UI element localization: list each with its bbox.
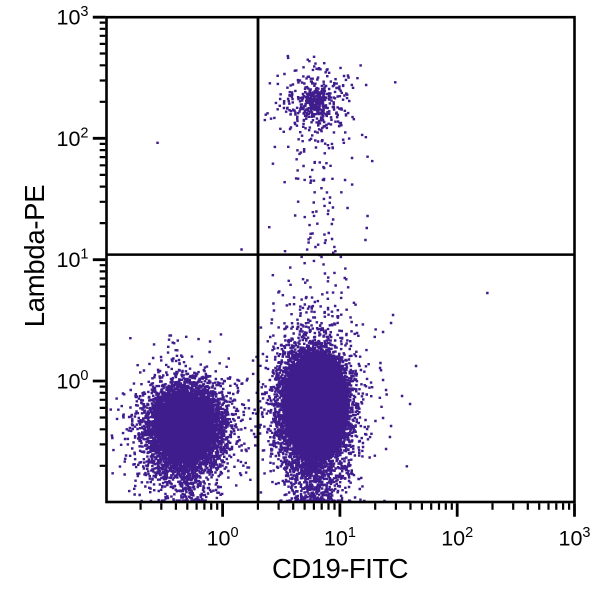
svg-text:Lambda-PE: Lambda-PE — [19, 185, 50, 328]
svg-text:102: 102 — [57, 125, 89, 151]
svg-text:100: 100 — [57, 368, 89, 394]
svg-text:101: 101 — [324, 525, 356, 551]
svg-text:100: 100 — [207, 525, 239, 551]
svg-text:101: 101 — [57, 247, 89, 273]
svg-text:103: 103 — [57, 4, 89, 30]
svg-text:CD19-FITC: CD19-FITC — [272, 553, 408, 584]
svg-text:103: 103 — [559, 525, 591, 551]
svg-text:102: 102 — [441, 525, 473, 551]
